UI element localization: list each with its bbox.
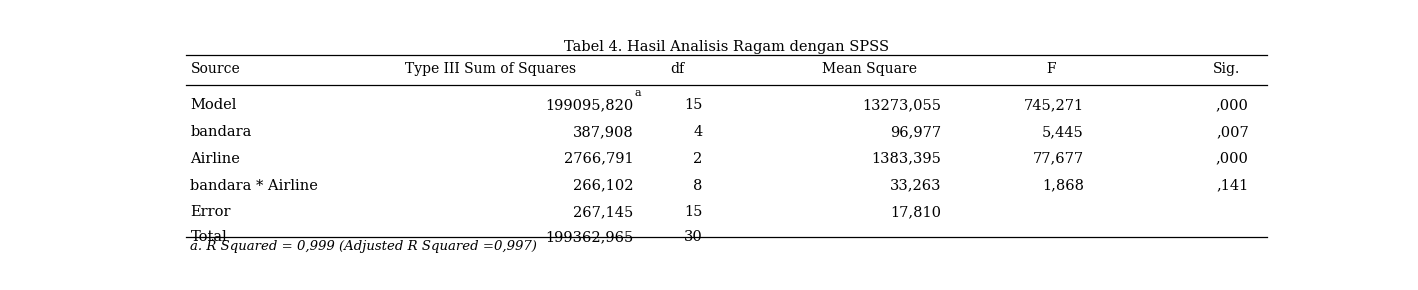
Text: 13273,055: 13273,055 (862, 98, 942, 112)
Text: df: df (671, 62, 685, 76)
Text: 1383,395: 1383,395 (871, 152, 942, 166)
Text: bandara: bandara (190, 125, 252, 139)
Text: Model: Model (190, 98, 237, 112)
Text: 15: 15 (683, 98, 702, 112)
Text: Airline: Airline (190, 152, 240, 166)
Text: 267,145: 267,145 (573, 205, 634, 219)
Text: ,007: ,007 (1217, 125, 1249, 139)
Text: 387,908: 387,908 (573, 125, 634, 139)
Text: 96,977: 96,977 (891, 125, 942, 139)
Text: 2766,791: 2766,791 (564, 152, 634, 166)
Text: 30: 30 (683, 230, 702, 244)
Text: Total: Total (190, 230, 227, 244)
Text: 745,271: 745,271 (1024, 98, 1083, 112)
Text: Type III Sum of Squares: Type III Sum of Squares (406, 62, 576, 76)
Text: ,000: ,000 (1215, 152, 1249, 166)
Text: Error: Error (190, 205, 231, 219)
Text: 199362,965: 199362,965 (545, 230, 634, 244)
Text: a: a (634, 88, 641, 98)
Text: 2: 2 (693, 152, 702, 166)
Text: 17,810: 17,810 (891, 205, 942, 219)
Text: Mean Square: Mean Square (822, 62, 917, 76)
Text: 1,868: 1,868 (1042, 179, 1083, 193)
Text: 8: 8 (693, 179, 702, 193)
Text: 266,102: 266,102 (573, 179, 634, 193)
Text: Sig.: Sig. (1214, 62, 1241, 76)
Text: a. R Squared = 0,999 (Adjusted R Squared =0,997): a. R Squared = 0,999 (Adjusted R Squared… (190, 240, 537, 253)
Text: 199095,820: 199095,820 (545, 98, 634, 112)
Text: 15: 15 (683, 205, 702, 219)
Text: 4: 4 (693, 125, 702, 139)
Text: ,141: ,141 (1217, 179, 1249, 193)
Text: ,000: ,000 (1215, 98, 1249, 112)
Text: F: F (1046, 62, 1056, 76)
Text: 77,677: 77,677 (1032, 152, 1083, 166)
Text: Source: Source (190, 62, 240, 76)
Text: 5,445: 5,445 (1042, 125, 1083, 139)
Text: 33,263: 33,263 (889, 179, 942, 193)
Text: bandara * Airline: bandara * Airline (190, 179, 318, 193)
Text: Tabel 4. Hasil Analisis Ragam dengan SPSS: Tabel 4. Hasil Analisis Ragam dengan SPS… (564, 40, 889, 55)
